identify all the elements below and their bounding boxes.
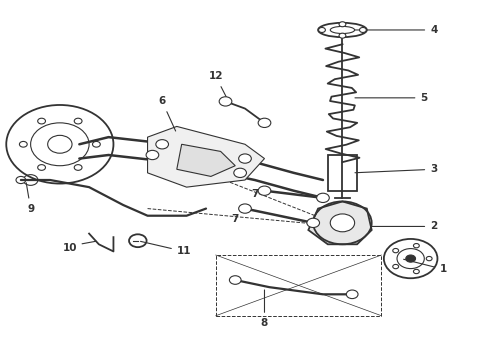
Polygon shape [308, 202, 372, 244]
Polygon shape [147, 126, 265, 187]
Circle shape [239, 154, 251, 163]
Circle shape [234, 168, 246, 177]
Text: 12: 12 [209, 71, 229, 103]
Text: 7: 7 [251, 189, 258, 199]
Circle shape [219, 97, 232, 106]
Circle shape [239, 204, 251, 213]
Text: 9: 9 [26, 183, 34, 213]
Circle shape [426, 256, 432, 261]
Circle shape [414, 269, 419, 274]
Circle shape [38, 165, 46, 170]
Circle shape [229, 276, 241, 284]
Text: 3: 3 [355, 164, 438, 174]
Text: 5: 5 [355, 93, 428, 103]
Circle shape [318, 27, 325, 32]
Circle shape [38, 118, 46, 124]
Circle shape [258, 186, 271, 195]
Circle shape [258, 118, 271, 127]
Circle shape [16, 176, 26, 184]
Circle shape [307, 218, 319, 228]
Bar [216, 255, 381, 316]
Circle shape [406, 255, 416, 262]
Circle shape [393, 248, 398, 253]
Text: 10: 10 [62, 243, 77, 253]
Circle shape [330, 214, 355, 232]
Circle shape [146, 150, 159, 159]
Circle shape [156, 140, 169, 149]
Circle shape [20, 141, 27, 147]
Circle shape [339, 33, 346, 38]
Circle shape [317, 193, 329, 203]
Circle shape [360, 27, 367, 32]
Circle shape [93, 141, 100, 147]
Text: 11: 11 [141, 241, 191, 256]
Text: 8: 8 [261, 290, 268, 328]
Text: 6: 6 [159, 96, 175, 131]
Circle shape [346, 290, 358, 298]
Circle shape [74, 165, 82, 170]
Bar [328, 155, 357, 191]
Text: 7: 7 [232, 214, 239, 224]
Text: 4: 4 [355, 25, 438, 35]
Text: 1: 1 [404, 259, 447, 274]
Text: 2: 2 [365, 221, 438, 231]
Circle shape [414, 243, 419, 248]
Circle shape [393, 265, 398, 269]
Polygon shape [177, 144, 235, 176]
Circle shape [339, 22, 346, 27]
Circle shape [74, 118, 82, 124]
